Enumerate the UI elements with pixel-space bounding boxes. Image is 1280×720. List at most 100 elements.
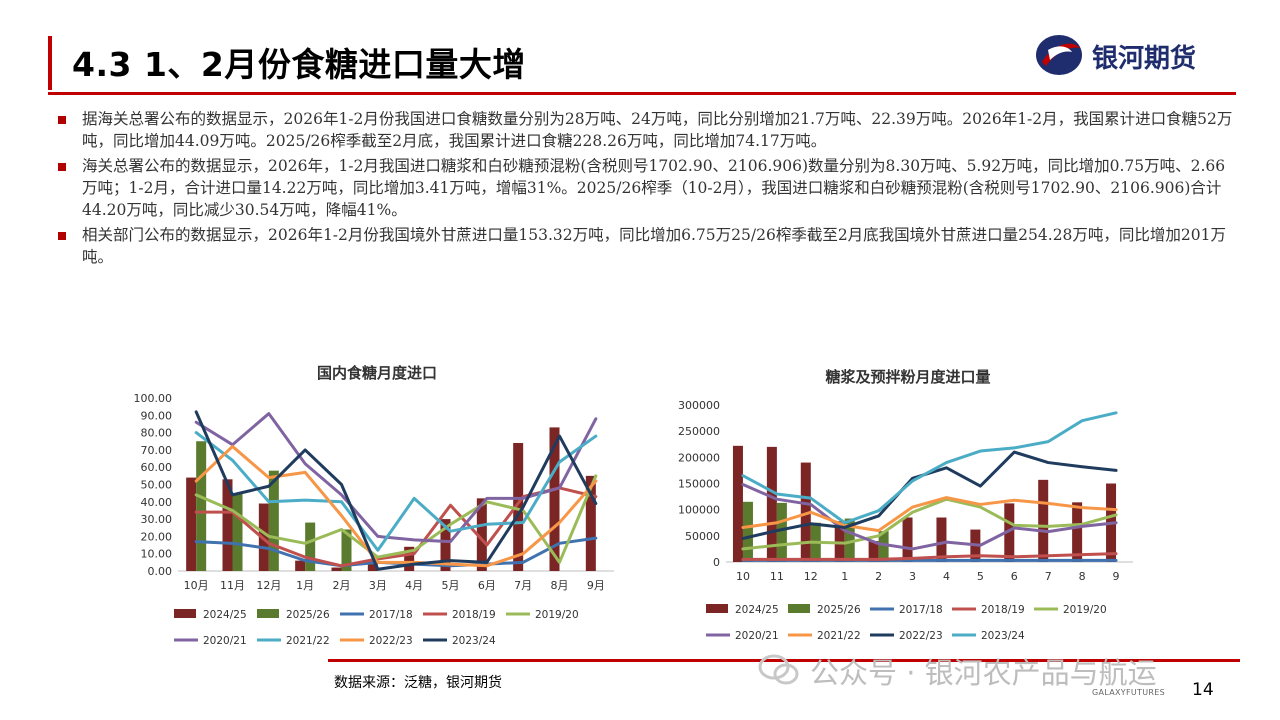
legend-swatch	[788, 604, 810, 613]
legend-label: 2024/25	[735, 604, 779, 616]
y-tick-label: 50000	[685, 530, 720, 543]
legend-label: 2020/21	[203, 635, 247, 647]
series-line	[194, 431, 598, 552]
bar	[732, 445, 743, 562]
y-tick-label: 40.00	[141, 496, 173, 509]
y-tick-label: 300000	[678, 399, 720, 412]
legend-label: 2020/21	[735, 630, 779, 642]
x-tick-label: 4	[943, 570, 950, 583]
legend-label: 2021/22	[817, 630, 861, 642]
x-tick-label: 10	[736, 570, 750, 583]
syrup-premix-import-chart: 糖浆及预拌粉月度进口量 0 50000 100000 150000 200000 2500…	[678, 368, 1133, 642]
series-line	[741, 496, 1118, 533]
page-number: 14	[1192, 680, 1214, 700]
watermark-text: 公众号 · 银河农产品与航运	[810, 656, 1157, 690]
legend-label: 2018/19	[981, 604, 1025, 616]
y-tick-label: 30.00	[141, 513, 173, 526]
bullet-list: 据海关总署公布的数据显示，2026年1-2月份我国进口食糖数量分别为28万吨、2…	[58, 108, 1238, 271]
legend-label: 2023/24	[452, 635, 496, 647]
watermark: 公众号 · 银河农产品与航运	[810, 650, 1157, 692]
bar	[404, 546, 415, 571]
legend-label: 2023/24	[981, 630, 1025, 642]
bar	[232, 493, 243, 571]
x-tick-label: 8	[1079, 570, 1086, 583]
bar	[268, 470, 279, 571]
domestic-sugar-import-chart: 国内食糖月度进口 0.00 10.00 20.00 30.00 40.00 50.00 60…	[134, 364, 614, 647]
y-tick-label: 0.00	[148, 565, 173, 578]
title-divider	[48, 92, 1236, 95]
x-tick-label: 12	[804, 570, 818, 583]
legend-label: 2017/18	[369, 609, 413, 621]
y-tick-label: 80.00	[141, 427, 173, 440]
x-tick-label: 12月	[256, 579, 281, 592]
bullet-item: 海关总署公布的数据显示，2026年，1-2月我国进口糖浆和白砂糖预混粉(含税则号…	[58, 155, 1238, 221]
legend-label: 2025/26	[286, 609, 330, 621]
y-tick-label: 100.00	[134, 392, 173, 405]
series-line	[741, 552, 1118, 561]
y-tick-label: 250000	[678, 425, 720, 438]
series-line	[194, 410, 598, 571]
bar	[1038, 479, 1049, 562]
x-tick-label: 11	[770, 570, 784, 583]
y-tick-label: 70.00	[141, 444, 173, 457]
bar	[742, 501, 753, 562]
bar	[878, 531, 889, 562]
footer-brand: GALAXYFUTURES	[1092, 688, 1165, 697]
bar	[222, 479, 233, 571]
bar	[196, 441, 207, 571]
y-tick-label: 20.00	[141, 530, 173, 543]
x-tick-label: 1月	[296, 579, 314, 592]
x-tick-label: 5月	[442, 579, 460, 592]
bar	[1072, 502, 1083, 562]
x-tick-label: 9	[1113, 570, 1120, 583]
bar	[766, 446, 777, 562]
legend-label: 2019/20	[535, 609, 579, 621]
x-tick-label: 7月	[514, 579, 532, 592]
legend-label: 2021/22	[286, 635, 330, 647]
logo-text: 银河期货	[1092, 44, 1197, 74]
bar	[367, 560, 378, 571]
bar	[476, 498, 487, 571]
galaxy-futures-logo	[1036, 35, 1082, 75]
x-tick-label: 6月	[478, 579, 496, 592]
bar	[295, 560, 306, 571]
x-tick-label: 8月	[551, 579, 569, 592]
y-tick-label: 100000	[678, 504, 720, 517]
bar	[440, 519, 451, 571]
x-tick-label: 5	[977, 570, 984, 583]
x-tick-label: 2月	[333, 579, 351, 592]
series-line	[194, 444, 598, 568]
bar	[776, 502, 787, 562]
x-tick-label: 10月	[184, 579, 209, 592]
y-tick-label: 0	[713, 556, 720, 569]
legend-label: 2022/23	[369, 635, 413, 647]
bar	[331, 567, 342, 571]
bar	[305, 522, 316, 571]
legend-label: 2025/26	[817, 604, 861, 616]
legend-swatch	[706, 604, 728, 613]
bar	[902, 517, 913, 562]
x-tick-label: 9月	[587, 579, 605, 592]
bar	[585, 475, 596, 571]
series-line	[194, 474, 598, 564]
title-accent-bar	[48, 36, 52, 90]
wechat-icon	[758, 654, 799, 685]
legend-label: 2022/23	[899, 630, 943, 642]
bar	[549, 427, 560, 571]
legend-label: 2024/25	[203, 609, 247, 621]
x-tick-label: 3	[909, 570, 916, 583]
x-tick-label: 11月	[220, 579, 245, 592]
bar	[868, 541, 879, 562]
bar	[186, 477, 197, 571]
bar	[341, 529, 352, 571]
legend-label: 2018/19	[452, 609, 496, 621]
y-tick-label: 60.00	[141, 461, 173, 474]
bar	[513, 442, 524, 571]
y-tick-label: 50.00	[141, 479, 173, 492]
data-source: 数据来源：泛糖，银河期货	[334, 675, 502, 691]
x-tick-label: 2	[875, 570, 882, 583]
bar	[936, 517, 947, 562]
bullet-item: 相关部门公布的数据显示，2026年1-2月份我国境外甘蔗进口量153.32万吨，…	[58, 224, 1238, 268]
legend-swatch	[257, 609, 279, 618]
series-line	[741, 411, 1118, 525]
